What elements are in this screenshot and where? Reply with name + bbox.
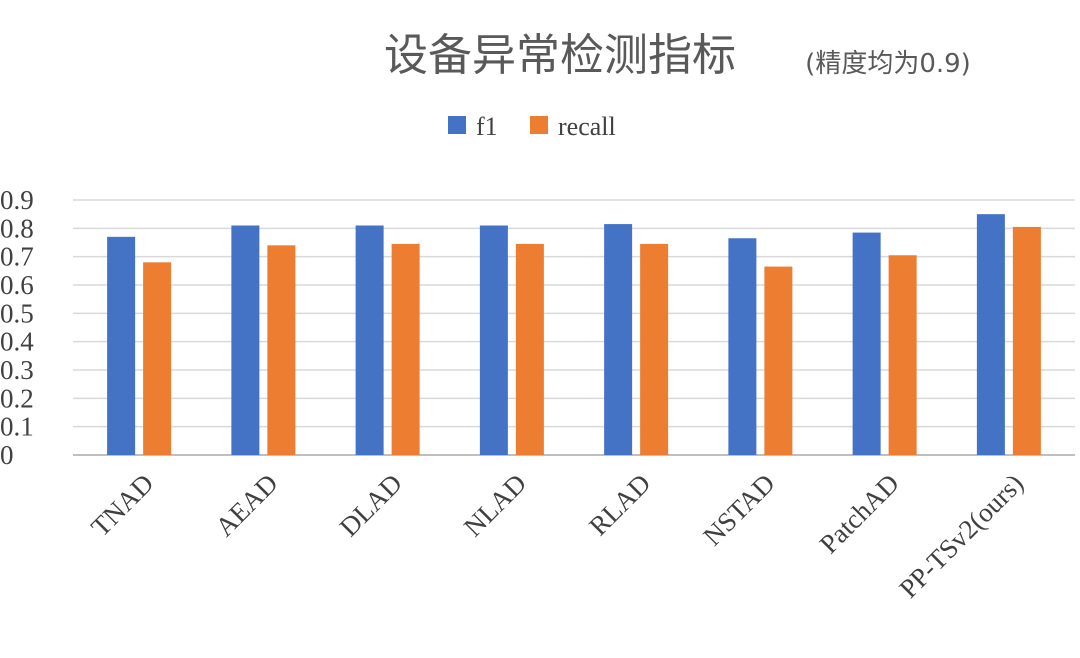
y-tick-label: 0.1 bbox=[0, 412, 34, 442]
bar-f1-TNAD bbox=[107, 236, 136, 455]
gridlines bbox=[73, 199, 1075, 456]
y-tick-label: 0.9 bbox=[0, 185, 34, 215]
x-tick-label: PP-TSv2(ours) bbox=[893, 468, 1029, 604]
x-tick-label: NSTAD bbox=[697, 468, 780, 551]
bar-recall-NLAD bbox=[515, 243, 544, 455]
x-tick-label: NLAD bbox=[458, 468, 532, 542]
legend: f1 recall bbox=[448, 112, 616, 141]
y-tick-label: 0.7 bbox=[0, 242, 34, 272]
chart-title: 设备异常检测指标 bbox=[384, 30, 736, 81]
bar-f1-RLAD bbox=[604, 224, 633, 455]
y-tick-label: 0.3 bbox=[0, 355, 34, 385]
bar-recall-DLAD bbox=[391, 243, 420, 455]
bar-recall-TNAD bbox=[143, 262, 172, 455]
y-tick-label: 0.8 bbox=[0, 213, 34, 243]
legend-swatch-f1 bbox=[448, 116, 466, 134]
chart-subtitle: (精度均为0.9) bbox=[805, 49, 971, 79]
x-tick-label: TNAD bbox=[85, 468, 159, 542]
bars bbox=[107, 214, 1041, 455]
legend-label-recall: recall bbox=[558, 112, 616, 141]
legend-swatch-recall bbox=[530, 116, 548, 134]
bar-recall-RLAD bbox=[640, 243, 669, 455]
y-tick-label: 0.2 bbox=[0, 383, 34, 413]
y-tick-label: 0 bbox=[0, 440, 14, 470]
x-axis-ticks: TNAD AEAD DLAD NLAD RLAD NSTAD PatchADPP-TSv2(… bbox=[85, 468, 1029, 604]
bar-recall-NSTAD bbox=[764, 266, 793, 455]
y-tick-label: 0.5 bbox=[0, 298, 34, 328]
bar-f1-PP-TSv2(ours) bbox=[976, 214, 1005, 455]
bar-recall-PP-TSv2(ours) bbox=[1012, 226, 1041, 455]
x-tick-label: RLAD bbox=[583, 468, 656, 541]
bar-recall-AEAD bbox=[267, 245, 296, 455]
y-tick-label: 0.4 bbox=[0, 327, 34, 357]
bar-f1-PatchAD bbox=[852, 232, 881, 455]
y-tick-label: 0.6 bbox=[0, 270, 34, 300]
x-tick-label: DLAD bbox=[334, 468, 408, 542]
y-axis-ticks: 00.10.20.30.40.50.60.70.80.9 bbox=[0, 185, 34, 470]
bar-f1-DLAD bbox=[355, 225, 384, 455]
x-tick-label: AEAD bbox=[209, 468, 283, 542]
legend-label-f1: f1 bbox=[476, 112, 498, 141]
bar-f1-NLAD bbox=[479, 225, 508, 455]
bar-recall-PatchAD bbox=[888, 255, 917, 455]
bar-f1-AEAD bbox=[231, 225, 260, 455]
bar-f1-NSTAD bbox=[728, 238, 757, 455]
x-tick-label: PatchAD bbox=[814, 468, 905, 559]
